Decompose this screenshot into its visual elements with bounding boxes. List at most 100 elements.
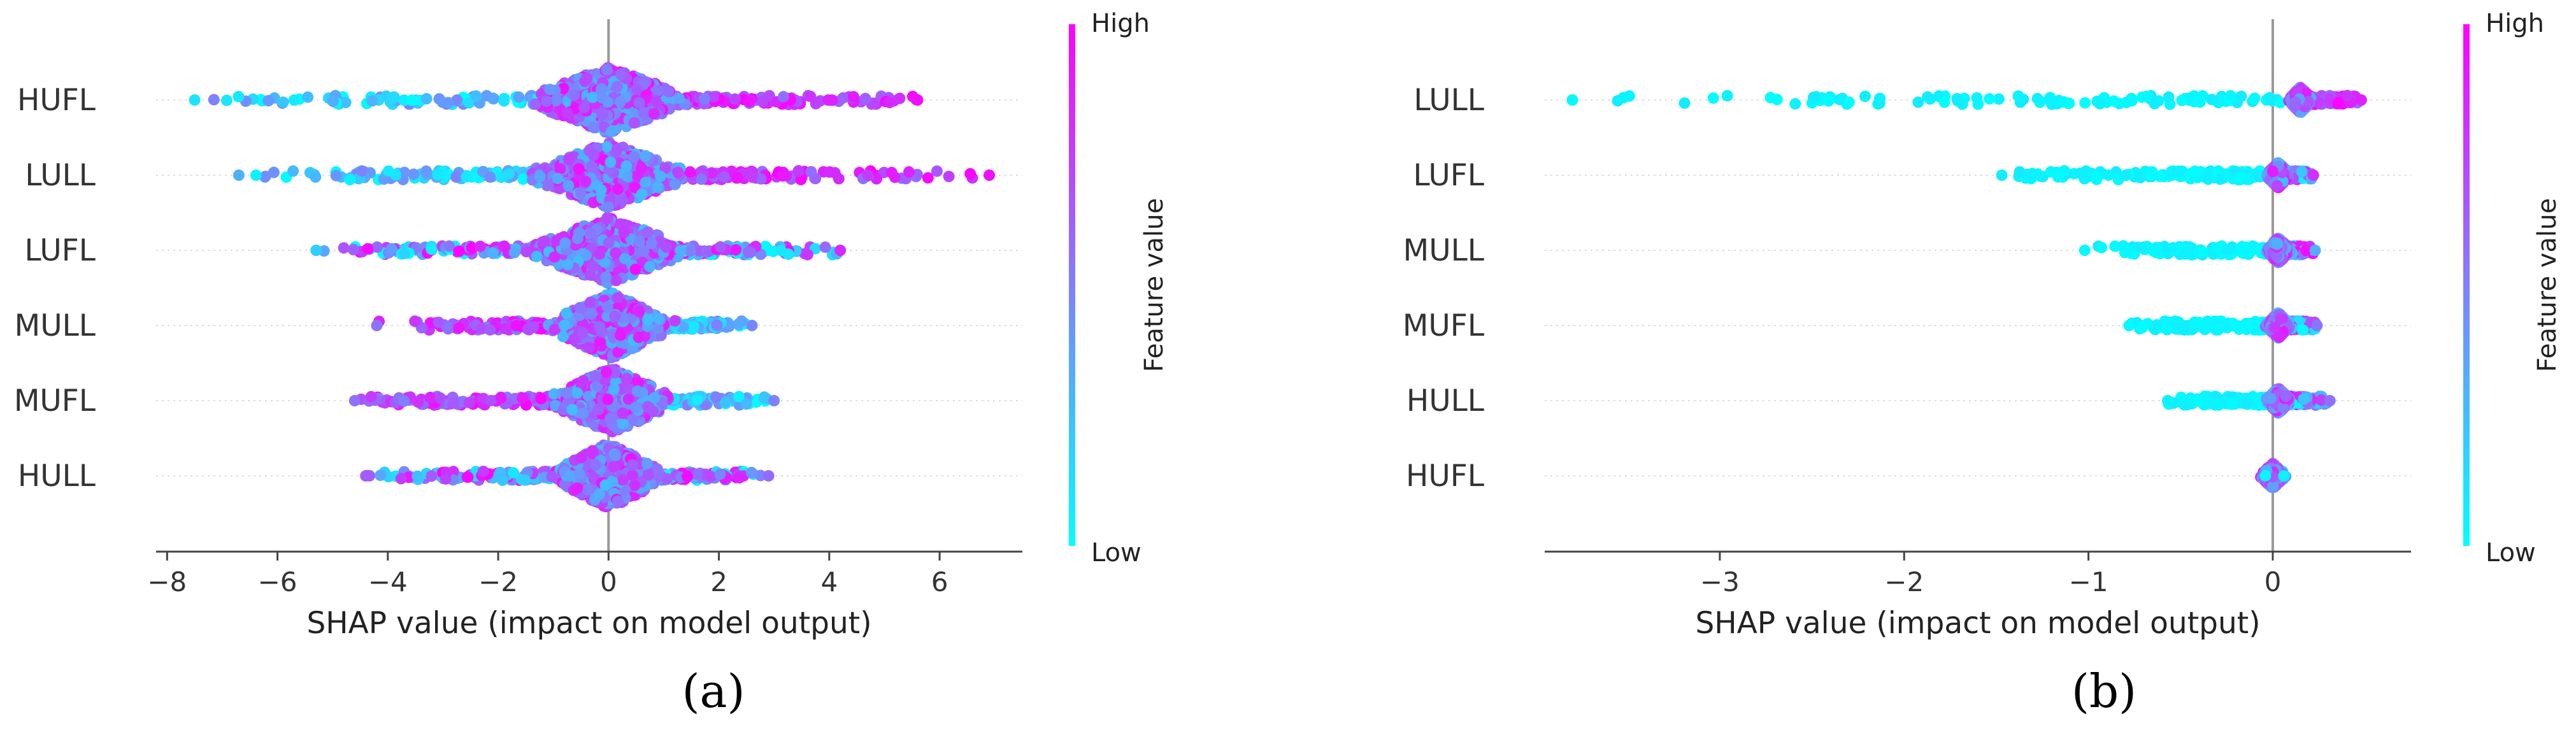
- shap-point: [520, 246, 533, 258]
- shap-point: [487, 247, 499, 259]
- shap-point: [585, 227, 597, 239]
- shap-point: [587, 261, 599, 273]
- shap-point: [395, 473, 407, 485]
- shap-point: [600, 271, 612, 283]
- shap-point: [583, 341, 595, 354]
- feature-label: LULL: [25, 158, 96, 193]
- shap-point: [578, 101, 590, 113]
- shap-point: [768, 395, 780, 406]
- shap-point: [805, 90, 817, 103]
- shap-point: [498, 95, 510, 107]
- shap-point: [420, 165, 433, 177]
- shap-point: [733, 318, 745, 330]
- shap-point: [922, 172, 934, 184]
- shap-point: [645, 237, 657, 249]
- shap-point: [601, 212, 613, 224]
- shap-point: [652, 322, 664, 334]
- shap-point: [426, 470, 438, 482]
- shap-point: [652, 312, 664, 324]
- shap-point: [611, 81, 623, 93]
- shap-point: [562, 259, 574, 271]
- shap-point: [571, 387, 583, 399]
- shap-point: [420, 93, 433, 105]
- shap-point: [543, 179, 555, 191]
- shap-point: [731, 172, 743, 184]
- shap-point: [885, 166, 898, 178]
- shap-point: [531, 250, 543, 262]
- shap-point: [718, 171, 730, 183]
- shap-point: [463, 397, 475, 409]
- shap-point: [641, 314, 654, 326]
- shap-point: [510, 320, 522, 332]
- shap-point: [618, 226, 630, 238]
- shap-point: [385, 243, 397, 255]
- shap-point: [362, 243, 374, 255]
- shap-point: [746, 171, 758, 183]
- shap-point: [535, 392, 547, 404]
- shap-point: [450, 171, 462, 183]
- shap-point: [691, 468, 703, 480]
- shap-point: [544, 83, 556, 96]
- shap-point: [406, 94, 418, 106]
- shap-point: [620, 373, 633, 385]
- shap-point: [577, 375, 589, 387]
- shap-point: [782, 248, 794, 261]
- shap-point: [602, 393, 614, 405]
- shap-point: [601, 141, 613, 153]
- shap-point: [912, 94, 924, 106]
- beeswarm-hull: [360, 439, 775, 513]
- shap-point: [558, 319, 570, 331]
- shap-point: [262, 95, 275, 107]
- shap-point: [684, 166, 696, 178]
- shap-point: [494, 466, 506, 478]
- shap-point: [539, 235, 551, 247]
- shap-point: [382, 165, 394, 177]
- shap-point: [375, 469, 387, 482]
- shap-point: [453, 245, 465, 257]
- shap-point: [629, 263, 641, 275]
- shap-point: [641, 401, 654, 413]
- shap-point: [327, 96, 339, 108]
- shap-point: [575, 187, 587, 199]
- shap-point: [562, 180, 575, 192]
- shap-point: [612, 183, 624, 196]
- shap-point: [742, 246, 754, 258]
- shap-point: [411, 470, 424, 482]
- shap-point: [348, 395, 361, 406]
- shap-point: [708, 91, 720, 103]
- shap-point: [434, 392, 447, 404]
- shap-point: [837, 92, 849, 104]
- feature-label: MUFL: [14, 383, 96, 419]
- shap-point: [650, 96, 662, 108]
- shap-point: [366, 95, 378, 107]
- shap-point: [432, 169, 444, 181]
- shap-point: [462, 471, 474, 483]
- shap-point: [633, 331, 645, 343]
- shap-point: [233, 90, 245, 103]
- shap-point: [474, 240, 486, 252]
- shap-point: [609, 310, 621, 322]
- shap-point: [451, 94, 463, 106]
- shap-point: [436, 96, 448, 108]
- shap-point: [412, 396, 424, 408]
- shap-point: [743, 96, 755, 108]
- shap-point: [398, 247, 410, 259]
- shap-point: [777, 90, 789, 103]
- shap-point: [633, 305, 645, 317]
- shap-point: [662, 85, 675, 97]
- shap-point: [984, 169, 996, 181]
- beeswarm-mull: [371, 287, 758, 364]
- shap-point: [588, 122, 600, 134]
- shap-point: [463, 97, 475, 109]
- shap-point: [302, 91, 314, 103]
- shap-point: [594, 248, 606, 260]
- shap-point: [628, 151, 640, 163]
- shap-point: [884, 96, 896, 108]
- shap-point: [628, 117, 640, 129]
- shap-point: [347, 243, 359, 255]
- feature-label: MULL: [15, 308, 96, 343]
- shap-point: [669, 178, 681, 190]
- shap-point: [365, 390, 377, 403]
- shap-point: [660, 241, 672, 253]
- shap-point: [580, 175, 592, 187]
